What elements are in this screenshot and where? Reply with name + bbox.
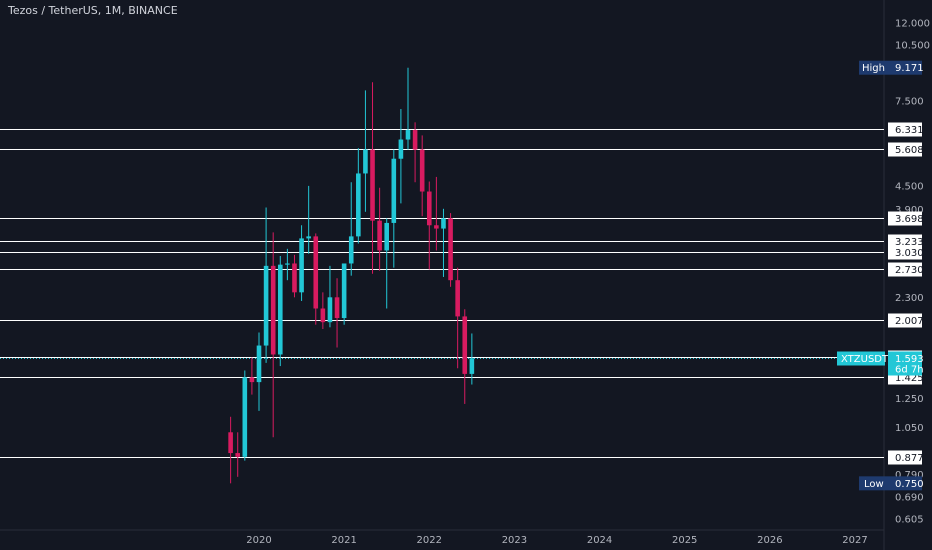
level-label-box	[888, 450, 922, 465]
high-tag-label: High	[862, 63, 885, 74]
y-tick-label: 7.500	[895, 97, 924, 108]
price-tags: 6.3315.6083.6983.2333.0302.7302.0071.602…	[837, 60, 924, 491]
level-label-box	[888, 245, 922, 260]
candle-body	[391, 158, 397, 223]
level-label-box	[888, 234, 922, 249]
candle-body	[434, 225, 439, 229]
candle-body	[441, 218, 446, 229]
candle-body	[235, 453, 241, 457]
candle-body	[228, 432, 233, 454]
level-label: 6.331	[895, 125, 924, 136]
candle-body	[285, 263, 290, 265]
y-tick-label: 12.000	[895, 19, 930, 30]
y-tick-label: 0.690	[895, 493, 924, 504]
level-label: 1.425	[895, 373, 924, 384]
y-tick-label: 4.500	[895, 181, 924, 192]
candle-body	[419, 149, 425, 192]
candle-body	[398, 139, 404, 159]
current-price-box	[888, 351, 922, 376]
price-axis: 12.000 10.500 7.500 4.500 3.900 2.300 1.250 1.0…	[895, 19, 930, 526]
level-label: 2.007	[895, 316, 924, 327]
candle-body	[256, 345, 262, 383]
x-tick-label: 2027	[842, 535, 867, 546]
candle-body	[341, 263, 347, 319]
candle-body	[334, 297, 340, 319]
candle-body	[270, 265, 276, 355]
candle-body	[377, 220, 382, 251]
candle-body	[356, 173, 361, 237]
x-tick-label: 2026	[757, 535, 782, 546]
candle-body	[292, 263, 297, 293]
current-price-value: 1.593	[895, 354, 924, 365]
low-tag-label: Low	[864, 479, 884, 490]
x-tick-label: 2024	[587, 535, 612, 546]
candle-body	[320, 308, 326, 323]
candle-body	[405, 130, 411, 140]
candle-body	[277, 264, 283, 355]
y-tick-label: 0.790	[895, 470, 924, 481]
candle-body	[469, 358, 475, 374]
candle-body	[426, 191, 432, 226]
high-tag-box	[859, 60, 922, 75]
symbol-tag-box	[837, 351, 885, 366]
candle-body	[384, 222, 390, 251]
chart-title: Tezos / TetherUS, 1M, BINANCE	[8, 4, 178, 17]
y-tick-label: 3.900	[895, 205, 924, 216]
level-label: 5.608	[895, 145, 924, 156]
level-label-box	[888, 211, 922, 226]
candle-body	[363, 149, 368, 174]
y-tick-label: 1.250	[895, 394, 924, 405]
candle-body	[448, 218, 453, 281]
horizontal-levels	[0, 129, 884, 458]
level-label-box	[888, 262, 922, 277]
candle-body	[242, 377, 248, 457]
candle-body	[462, 316, 468, 374]
candle-body	[412, 130, 418, 150]
level-label: 0.877	[895, 453, 924, 464]
x-tick-label: 2023	[502, 535, 527, 546]
candle-body	[348, 236, 354, 264]
x-tick-label: 2025	[672, 535, 697, 546]
time-axis: 2020 2021 2022 2023 2024 2025 2026 2027	[246, 535, 867, 546]
x-tick-label: 2020	[246, 535, 271, 546]
low-tag-box	[859, 476, 922, 491]
candle-body	[249, 377, 255, 383]
high-tag-value: 9.171	[895, 63, 924, 74]
level-label-box	[888, 313, 922, 328]
y-tick-label: 1.050	[895, 423, 924, 434]
candle-body	[455, 280, 460, 317]
candle-body	[313, 236, 319, 309]
symbol-tag-label: XTZUSDT	[841, 354, 889, 365]
candle-body	[299, 238, 304, 293]
candle-body	[370, 149, 375, 221]
level-label-box	[888, 142, 922, 157]
level-label: 3.233	[895, 237, 924, 248]
level-label: 3.030	[895, 248, 924, 259]
candle-body	[306, 236, 311, 239]
y-tick-label: 0.605	[895, 514, 924, 525]
candle-body	[263, 265, 269, 346]
level-label-box	[888, 122, 922, 137]
candles	[228, 67, 475, 484]
level-label: 3.698	[895, 214, 924, 225]
candle-body	[327, 297, 333, 323]
y-tick-label: 10.500	[895, 41, 930, 52]
x-tick-label: 2022	[417, 535, 442, 546]
x-tick-label: 2021	[331, 535, 356, 546]
y-tick-label: 2.300	[895, 293, 924, 304]
level-label: 2.730	[895, 265, 924, 276]
bar-countdown: 6d 7h	[895, 365, 924, 376]
low-tag-value: 0.750	[895, 479, 924, 490]
grid	[0, 0, 885, 550]
